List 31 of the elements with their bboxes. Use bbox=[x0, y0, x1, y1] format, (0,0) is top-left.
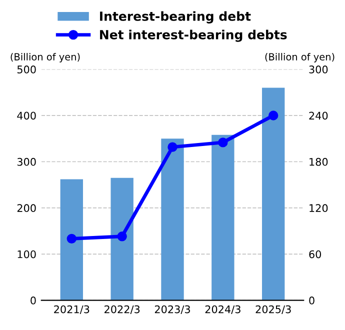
bar bbox=[110, 178, 134, 300]
y2-tick-label: 0 bbox=[309, 296, 314, 304]
y-axis-title: (Billion of yen) bbox=[10, 52, 80, 62]
point bbox=[66, 234, 77, 244]
x-tick-label: 2021/3 bbox=[54, 305, 90, 314]
y2-axis-title: (Billion of yen) bbox=[265, 52, 334, 62]
x-tick-label: 2025/3 bbox=[256, 305, 291, 314]
x-tick-label: 2023/3 bbox=[154, 305, 190, 314]
point bbox=[218, 138, 228, 148]
point bbox=[168, 142, 178, 152]
y2-tick-label: 180 bbox=[310, 158, 328, 166]
y2-tick-label: 60 bbox=[309, 250, 322, 258]
point bbox=[117, 232, 127, 242]
legend-label: Net interest-bearing debts bbox=[100, 30, 287, 42]
y-tick-label: 300 bbox=[17, 158, 36, 166]
y2-tick-label: 120 bbox=[310, 204, 328, 212]
y-tick-label: 500 bbox=[17, 66, 36, 74]
bar bbox=[60, 179, 83, 300]
y2-tick-label: 240 bbox=[309, 112, 328, 120]
y2-tick-label: 300 bbox=[309, 66, 328, 74]
y-tick-label: 0 bbox=[30, 296, 36, 304]
x-tick-label: 2022/3 bbox=[104, 305, 140, 314]
bar bbox=[161, 138, 184, 300]
y-tick-label: 100 bbox=[18, 250, 36, 258]
point bbox=[268, 110, 278, 120]
bar bbox=[212, 134, 234, 300]
bar bbox=[262, 88, 285, 300]
y-tick-label: 400 bbox=[17, 112, 36, 120]
y-tick-label: 200 bbox=[17, 204, 36, 212]
x-tick-label: 2024/3 bbox=[205, 305, 240, 314]
legend-label: Interest-bearing debt bbox=[100, 11, 251, 24]
